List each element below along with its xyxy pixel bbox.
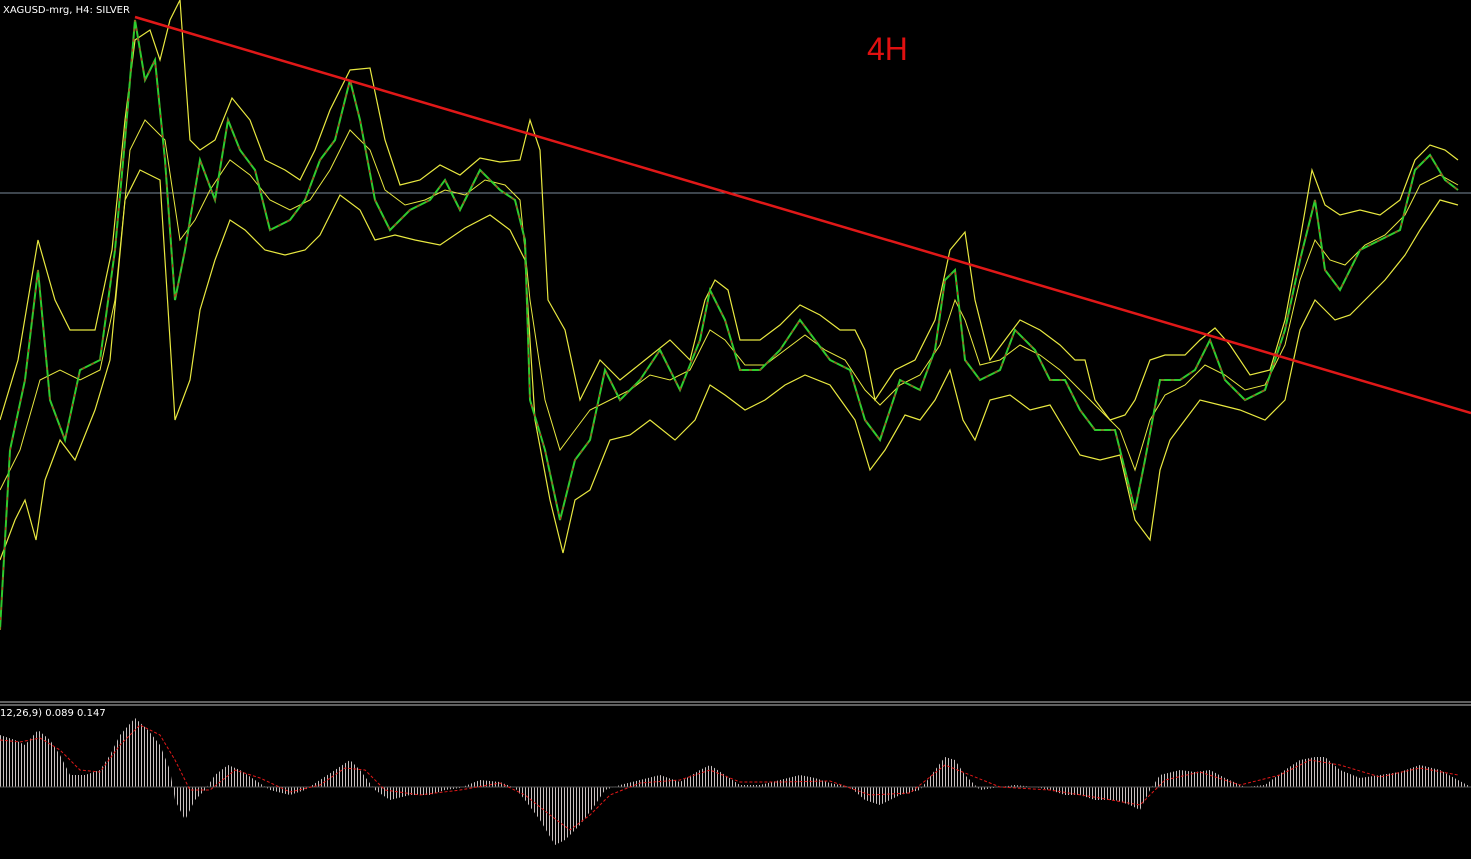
indicator-label: 12,26,9) 0.089 0.147 (0, 708, 106, 719)
bollinger-middle (0, 119, 1459, 491)
macd-histogram (0, 718, 1471, 845)
trendline (134, 15, 1471, 415)
bollinger-upper (0, 0, 1459, 421)
bollinger-lower (0, 169, 1459, 561)
timeframe-annotation: 4H (867, 31, 908, 67)
symbol-label: XAGUSD-mrg, H4: SILVER (3, 5, 130, 16)
macd-signal (0, 724, 1459, 831)
price-candles-bearish (0, 19, 1459, 631)
